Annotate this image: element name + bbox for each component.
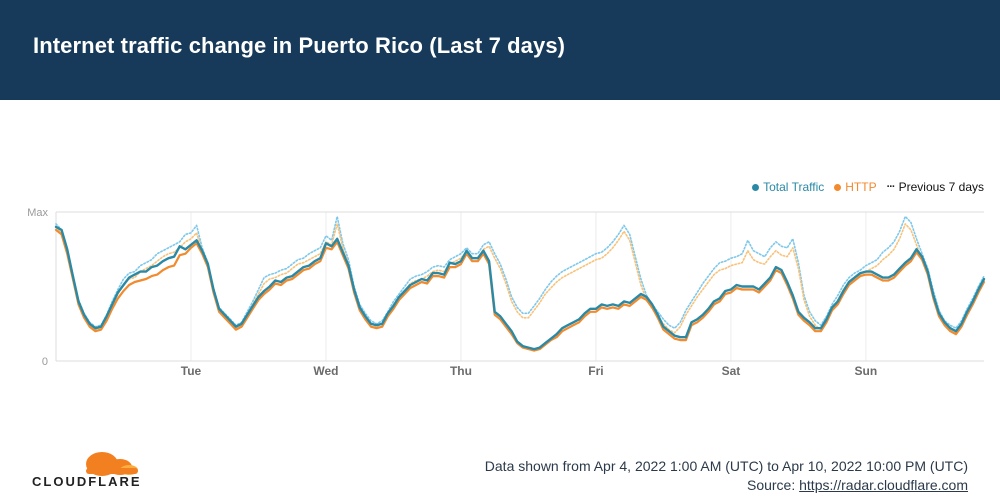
- series-line-total: [54, 225, 986, 351]
- legend-item-total[interactable]: Total Traffic: [752, 180, 824, 194]
- legend-previous-label: Previous 7 days: [898, 180, 984, 194]
- legend-item-http[interactable]: HTTP: [834, 180, 877, 194]
- brand-name: CLOUDFLARE: [32, 474, 142, 489]
- y-tick-label-zero: 0: [42, 356, 48, 368]
- series-line-prev-total: [55, 215, 985, 329]
- http-dot-icon: [834, 183, 842, 191]
- footer-info: Data shown from Apr 4, 2022 1:00 AM (UTC…: [485, 457, 968, 495]
- y-tick-label-max: Max: [27, 207, 48, 219]
- x-tick-label-thu: Thu: [450, 364, 472, 378]
- x-tick-label-fri: Fri: [588, 364, 603, 378]
- legend-item-previous[interactable]: ··· Previous 7 days: [887, 180, 984, 194]
- data-range-text: Data shown from Apr 4, 2022 1:00 AM (UTC…: [484, 458, 968, 474]
- legend-http-label: HTTP: [845, 180, 877, 194]
- header-bar: Internet traffic change in Puerto Rico (…: [0, 0, 1000, 100]
- cloudflare-logo: CLOUDFLARE: [32, 448, 142, 489]
- x-tick-label-wed: Wed: [313, 364, 338, 378]
- page-title: Internet traffic change in Puerto Rico (…: [33, 33, 566, 58]
- x-tick-label-sat: Sat: [722, 364, 741, 378]
- cloudflare-cloud-icon: [86, 452, 138, 476]
- legend-total-label: Total Traffic: [763, 180, 825, 194]
- total-traffic-dot-icon: [752, 183, 760, 191]
- traffic-line-chart: Max 0 Tue Wed Thu Fri Sat Sun: [27, 207, 986, 378]
- x-tick-label-tue: Tue: [181, 364, 202, 378]
- chart-legend: Total Traffic HTTP ··· Previous 7 days: [752, 180, 984, 194]
- x-tick-label-sun: Sun: [855, 364, 878, 378]
- source-prefix: Source:: [746, 477, 800, 493]
- dotted-line-icon: ···: [886, 181, 896, 193]
- source-line: Source: https://radar.cloudflare.com: [485, 476, 968, 495]
- source-link[interactable]: https://radar.cloudflare.com: [799, 477, 968, 493]
